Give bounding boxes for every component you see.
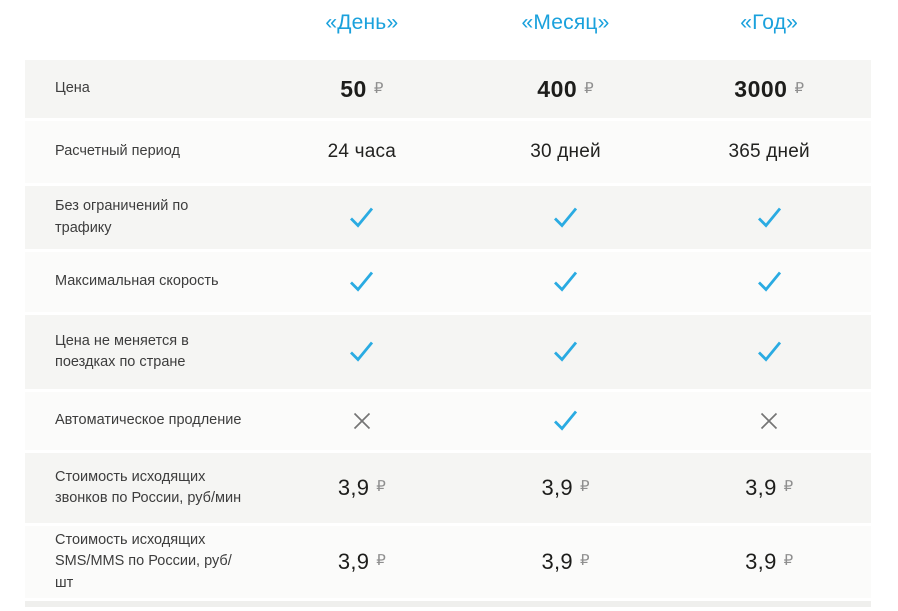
ruble-sign: ₽ <box>579 552 590 569</box>
price-value: 3,9 <box>745 475 777 500</box>
feature-cell-month <box>464 270 668 294</box>
table-header-row: «День» «Месяц» «Год» <box>25 0 871 60</box>
check-icon <box>553 207 578 228</box>
column-header-day[interactable]: «День» <box>325 11 399 34</box>
feature-cell-day <box>260 270 464 294</box>
ruble-sign: ₽ <box>794 79 805 97</box>
price-value: 3,9 <box>337 549 370 574</box>
table-row-unlimited-traffic: Без ограничений по трафику <box>25 186 871 249</box>
price-value: 3,9 <box>337 475 370 500</box>
period-cell-year: 365 дней <box>728 141 810 162</box>
row-label: Автоматическое продление <box>55 412 242 429</box>
feature-cell-day <box>260 206 464 230</box>
feature-cell-day <box>260 411 464 431</box>
table-row-price: Цена 50 ₽ 400 ₽ 3000 ₽ <box>25 60 871 118</box>
table-row-call-cost: Стоимость исходящих звонков по России, р… <box>25 453 871 523</box>
row-label: Стоимость исходящих SMS/MMS по России, р… <box>55 532 232 591</box>
row-label: Максимальная скорость <box>55 273 219 290</box>
feature-cell-month <box>464 340 668 364</box>
tariff-comparison-table: «День» «Месяц» «Год» Цена 50 ₽ 400 ₽ 3000 ₽… <box>25 0 871 601</box>
ruble-sign: ₽ <box>584 79 594 97</box>
price-value: 3,9 <box>541 549 573 574</box>
row-label: Цена не меняется в поездках по стране <box>55 332 189 370</box>
table-row-sms-cost: Стоимость исходящих SMS/MMS по России, р… <box>25 526 871 598</box>
table-row-price-travel: Цена не меняется в поездках по стране <box>25 315 871 389</box>
price-value: 3,9 <box>745 549 777 574</box>
check-icon <box>757 341 781 362</box>
feature-cell-year <box>667 340 871 364</box>
feature-cell-year <box>667 206 871 230</box>
row-label: Без ограничений по трафику <box>55 198 189 236</box>
ruble-sign: ₽ <box>579 478 590 495</box>
price-cell-day: 3,9 ₽ <box>260 475 464 501</box>
ruble-sign: ₽ <box>783 552 794 569</box>
price-cell-month: 3,9 ₽ <box>464 475 668 501</box>
table-row-auto-renewal: Автоматическое продление <box>25 392 871 450</box>
ruble-sign: ₽ <box>376 552 386 569</box>
cross-icon <box>761 412 778 430</box>
price-cell-year: 3000 ₽ <box>667 76 871 103</box>
period-cell-month: 30 дней <box>530 141 601 162</box>
check-icon <box>553 410 578 431</box>
check-icon <box>350 271 374 292</box>
ruble-sign: ₽ <box>376 478 386 495</box>
price-cell-year: 3,9 ₽ <box>667 475 871 501</box>
check-icon <box>757 271 781 292</box>
column-header-month[interactable]: «Месяц» <box>521 11 610 34</box>
price-cell-day: 50 ₽ <box>260 76 464 103</box>
check-icon <box>553 271 578 292</box>
check-icon <box>757 207 781 228</box>
price-cell-year: 3,9 ₽ <box>667 549 871 575</box>
table-row-max-speed: Максимальная скорость <box>25 252 871 312</box>
feature-cell-year <box>667 270 871 294</box>
feature-cell-month <box>464 409 668 433</box>
price-cell-day: 3,9 ₽ <box>260 549 464 575</box>
price-value: 3,9 <box>541 475 573 500</box>
feature-cell-year <box>667 411 871 431</box>
check-icon <box>350 207 374 228</box>
price-value: 400 <box>537 75 578 102</box>
feature-cell-month <box>464 206 668 230</box>
check-icon <box>350 341 374 362</box>
price-value: 3000 <box>734 75 788 102</box>
check-icon <box>553 341 578 362</box>
row-label: Расчетный период <box>55 143 180 160</box>
column-header-year[interactable]: «Год» <box>740 11 799 34</box>
bottom-divider <box>25 601 871 607</box>
price-cell-month: 3,9 ₽ <box>464 549 668 575</box>
price-value: 50 <box>340 75 367 102</box>
price-cell-month: 400 ₽ <box>464 76 668 103</box>
feature-cell-day <box>260 340 464 364</box>
ruble-sign: ₽ <box>373 79 384 97</box>
ruble-sign: ₽ <box>783 478 794 495</box>
table-row-billing-period: Расчетный период 24 часа 30 дней 365 дне… <box>25 121 871 183</box>
cross-icon <box>353 412 370 430</box>
period-cell-day: 24 часа <box>327 141 396 162</box>
row-label: Цена <box>55 80 90 97</box>
row-label: Стоимость исходящих звонков по России, р… <box>55 468 242 506</box>
